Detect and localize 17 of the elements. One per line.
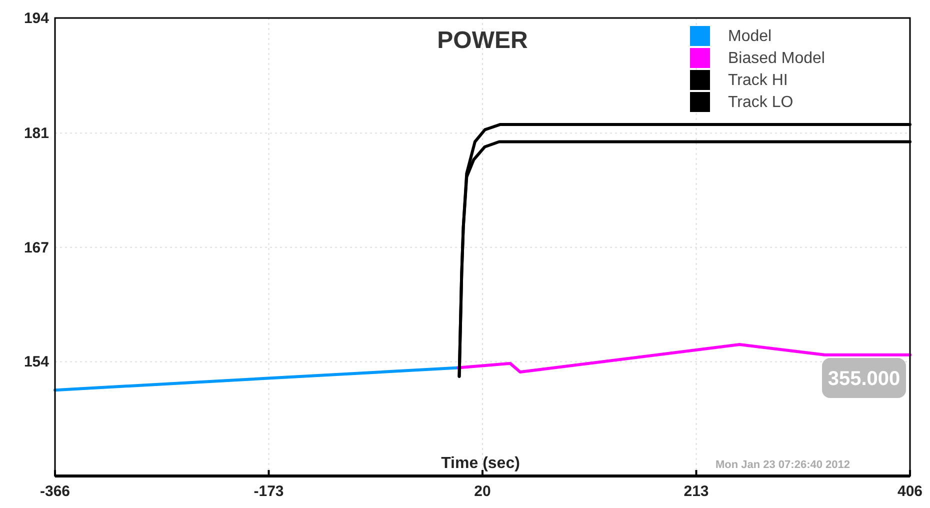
legend-label: Track LO bbox=[728, 94, 794, 111]
legend-label: Model bbox=[728, 28, 772, 45]
y-tick-label: 194 bbox=[24, 10, 50, 27]
x-axis-title: Time (sec) bbox=[441, 455, 520, 472]
annotation: Mon Jan 23 07:26:40 2012 bbox=[715, 459, 850, 471]
x-tick-label: 213 bbox=[684, 483, 709, 500]
x-tick-label: 20 bbox=[474, 483, 491, 500]
chart-title: POWER bbox=[437, 27, 528, 54]
y-tick-label: 154 bbox=[24, 354, 50, 371]
annotation: 355.000 bbox=[828, 368, 900, 390]
x-tick-label: 406 bbox=[897, 483, 923, 500]
y-tick-label: 167 bbox=[24, 239, 49, 256]
legend-label: Biased Model bbox=[728, 50, 825, 67]
x-tick-label: -173 bbox=[254, 483, 284, 500]
legend-label: Track HI bbox=[728, 72, 788, 89]
y-tick-label: 181 bbox=[24, 125, 49, 142]
x-tick-label: -366 bbox=[40, 483, 70, 500]
